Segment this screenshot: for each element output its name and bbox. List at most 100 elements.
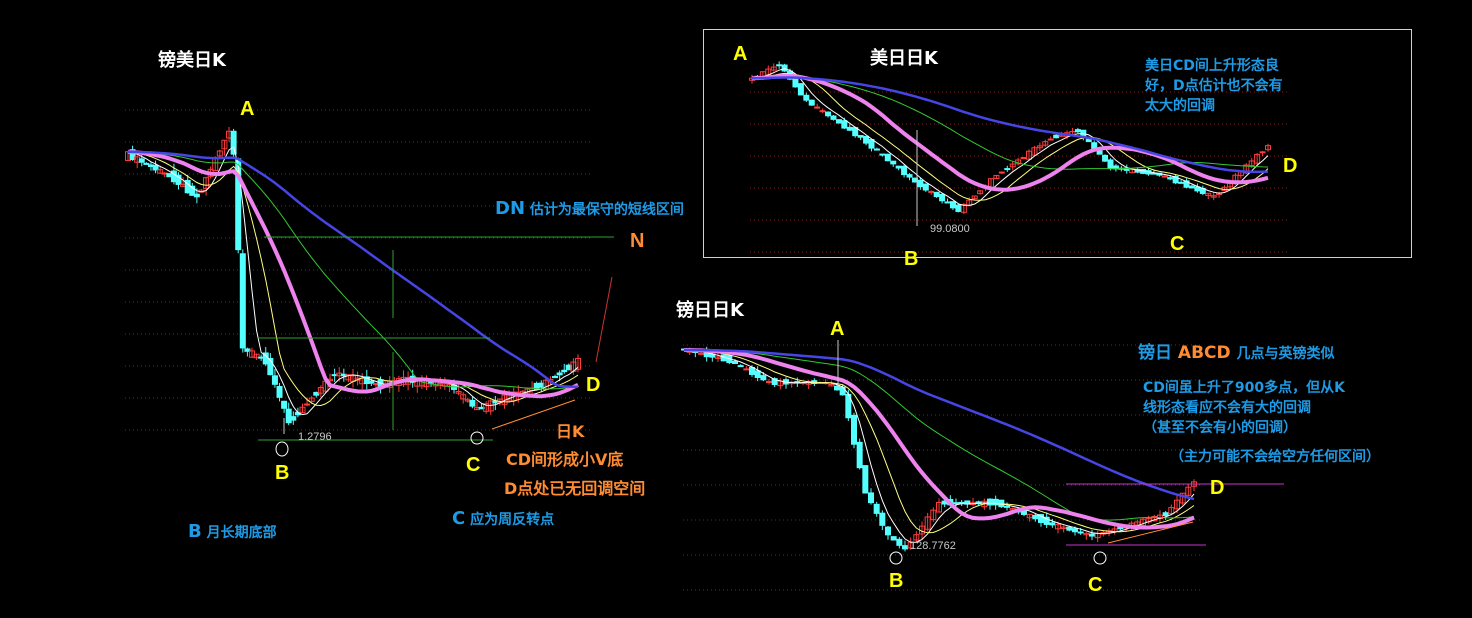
candle-up — [487, 400, 494, 412]
b-circle — [889, 551, 903, 565]
candle-down — [152, 164, 159, 171]
candle-up — [1185, 486, 1192, 496]
usdjpy-line-2: 好，D点估计也不会有 — [1145, 78, 1283, 94]
cd-trend-line — [491, 399, 576, 430]
gbpjpy-notes: CD间虽上升了900多点，但从K 线形态看应不会有大的回调 （甚至不会有小的回调… — [1143, 378, 1345, 438]
candle-up — [715, 356, 721, 359]
candle-down — [189, 185, 196, 196]
usdjpy-line-3: 太大的回调 — [1145, 98, 1215, 114]
ma5-line — [751, 68, 1269, 206]
candle-up — [455, 391, 462, 394]
candle-down — [1038, 514, 1044, 523]
ma20-line — [684, 348, 1195, 530]
d-to-n-line — [595, 276, 613, 363]
candle-up — [1009, 163, 1016, 168]
chart3-title: 镑日日K — [676, 300, 744, 321]
candle-down — [138, 158, 145, 163]
candle-up — [1026, 513, 1033, 519]
c-letter: C — [452, 508, 466, 529]
candle-down — [175, 174, 182, 185]
candle-down — [987, 498, 993, 506]
candle-up — [299, 406, 306, 414]
candle-down — [368, 380, 375, 384]
chart2-low-label: 99.0800 — [930, 223, 970, 235]
candle-up — [766, 380, 772, 383]
chart2-title: 美日日K — [870, 48, 938, 69]
candle-down — [830, 115, 837, 120]
d-no-space-text: D点处已无回调空间 — [504, 479, 646, 498]
candle-down — [281, 400, 288, 409]
cd-v-bottom-text: CD间形成小V底 — [506, 450, 624, 469]
dn-annotation: DN 估计为最保守的短线区间 — [495, 198, 684, 219]
candle-up — [819, 110, 826, 113]
ma120-line — [752, 76, 1269, 174]
candle-up — [1210, 195, 1217, 198]
gbpjpy-note-2: 线形态看应不会有大的回调 — [1143, 400, 1311, 416]
candle-up — [1265, 145, 1271, 151]
candle-down — [143, 162, 150, 165]
candle-down — [808, 99, 815, 106]
candle-down — [561, 369, 568, 373]
candle-down — [879, 512, 886, 526]
candle-up — [1047, 138, 1054, 141]
candle-down — [1102, 154, 1109, 162]
candle-up — [698, 352, 704, 355]
candle-down — [290, 416, 297, 421]
candle-down — [771, 378, 778, 386]
candle-up — [304, 403, 311, 406]
chart1-point-b: B — [275, 462, 290, 484]
candle-up — [1205, 192, 1212, 196]
candle-up — [814, 106, 821, 109]
chart2-point-d: D — [1283, 155, 1298, 177]
candle-down — [732, 360, 738, 364]
candle-down — [285, 408, 292, 424]
b-bottom-annotation: B 月长期底部 — [188, 521, 277, 542]
chart1-title: 镑美日K — [158, 50, 226, 71]
candle-up — [960, 204, 967, 213]
ma60-line — [127, 151, 579, 390]
candle-up — [1168, 507, 1175, 515]
candle-down — [939, 193, 946, 202]
chart2-point-b: B — [904, 248, 919, 270]
candle-down — [885, 526, 891, 536]
candle-down — [884, 153, 891, 162]
candle-down — [873, 503, 880, 514]
candle-up — [253, 353, 260, 359]
candle-up — [1031, 147, 1038, 156]
ma5-line — [127, 146, 579, 416]
dn-letters: DN — [495, 198, 526, 219]
candle-down — [1096, 150, 1103, 155]
candle-up — [1036, 145, 1043, 149]
gbpjpy-note-1: CD间虽上升了900多点，但从K — [1143, 380, 1345, 396]
candle-down — [1089, 533, 1095, 537]
candle-up — [998, 171, 1005, 174]
candle-down — [1162, 512, 1169, 516]
candle-down — [760, 375, 767, 381]
chart2-point-a: A — [733, 43, 748, 65]
candle-down — [737, 365, 744, 368]
candle-up — [1179, 492, 1186, 504]
gbpjpy-note-3: （甚至不会有小的回调） — [1143, 420, 1297, 436]
candle-down — [873, 148, 880, 151]
candle-up — [1055, 524, 1061, 530]
chart1-point-c: C — [466, 454, 481, 476]
candle-up — [1083, 532, 1090, 536]
gbpjpy-note-4: （主力可能不会给空方任何区间） — [1170, 449, 1380, 465]
gbpjpy-prefix: 镑日 — [1138, 343, 1172, 363]
dn-text: 估计为最保守的短线区间 — [529, 202, 684, 218]
candle-up — [913, 534, 920, 541]
candle-down — [851, 414, 857, 445]
chart1-low-label: 1.2796 — [298, 431, 332, 443]
candle-up — [993, 174, 1000, 180]
ma10-line — [127, 151, 579, 407]
candle-down — [239, 253, 246, 349]
b-letter: B — [188, 521, 202, 542]
c-circle — [1093, 551, 1107, 565]
candle-down — [868, 492, 874, 504]
candle-up — [203, 177, 210, 189]
ma60-line — [752, 76, 1269, 170]
candle-down — [992, 498, 999, 506]
candle-down — [890, 536, 897, 541]
candle-down — [922, 183, 929, 191]
candle-up — [221, 139, 228, 150]
